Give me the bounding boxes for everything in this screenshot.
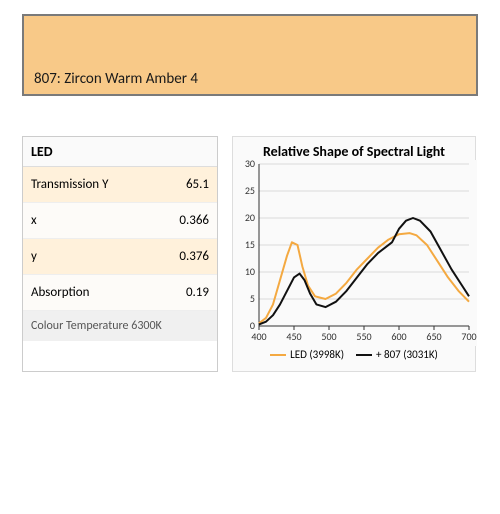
legend-line: [270, 354, 286, 356]
svg-text:650: 650: [426, 330, 441, 343]
svg-text:700: 700: [461, 330, 476, 343]
chart-svg: 051015202530400450500550600650700: [233, 160, 477, 346]
legend-label: LED (3998K): [290, 348, 344, 361]
row-label: y: [31, 249, 37, 264]
row-value: 0.376: [179, 249, 209, 264]
svg-text:400: 400: [251, 330, 266, 343]
led-data-table: LED Transmission Y 65.1 x 0.366 y 0.376 …: [22, 136, 218, 372]
legend-line: [356, 354, 372, 356]
legend-item: + 807 (3031K): [356, 348, 438, 361]
row-label: Absorption: [31, 285, 89, 300]
svg-text:10: 10: [245, 265, 255, 278]
legend-item: LED (3998K): [270, 348, 344, 361]
svg-text:500: 500: [321, 330, 336, 343]
svg-text:550: 550: [356, 330, 371, 343]
table-row: x 0.366: [23, 203, 217, 239]
svg-text:15: 15: [245, 238, 255, 251]
table-footer: Colour Temperature 6300K: [23, 311, 217, 341]
chart-legend: LED (3998K) + 807 (3031K): [233, 346, 475, 367]
row-label: x: [31, 213, 37, 228]
row-value: 0.366: [179, 213, 209, 228]
spectral-chart: Relative Shape of Spectral Light 0510152…: [232, 136, 476, 372]
swatch-box: 807: Zircon Warm Amber 4: [22, 14, 478, 96]
svg-text:5: 5: [250, 292, 255, 305]
table-row: y 0.376: [23, 239, 217, 275]
svg-text:30: 30: [245, 160, 255, 170]
svg-text:600: 600: [391, 330, 406, 343]
row-value: 0.19: [186, 285, 209, 300]
content-row: LED Transmission Y 65.1 x 0.366 y 0.376 …: [22, 136, 478, 372]
swatch-label: 807: Zircon Warm Amber 4: [34, 70, 198, 88]
table-row: Absorption 0.19: [23, 275, 217, 311]
legend-label: + 807 (3031K): [376, 348, 438, 361]
row-label: Transmission Y: [31, 177, 108, 192]
chart-title: Relative Shape of Spectral Light: [233, 137, 475, 160]
row-value: 65.1: [186, 177, 209, 192]
svg-text:20: 20: [245, 211, 255, 224]
table-header: LED: [23, 137, 217, 167]
svg-text:450: 450: [286, 330, 301, 343]
svg-text:25: 25: [245, 184, 255, 197]
table-row: Transmission Y 65.1: [23, 167, 217, 203]
